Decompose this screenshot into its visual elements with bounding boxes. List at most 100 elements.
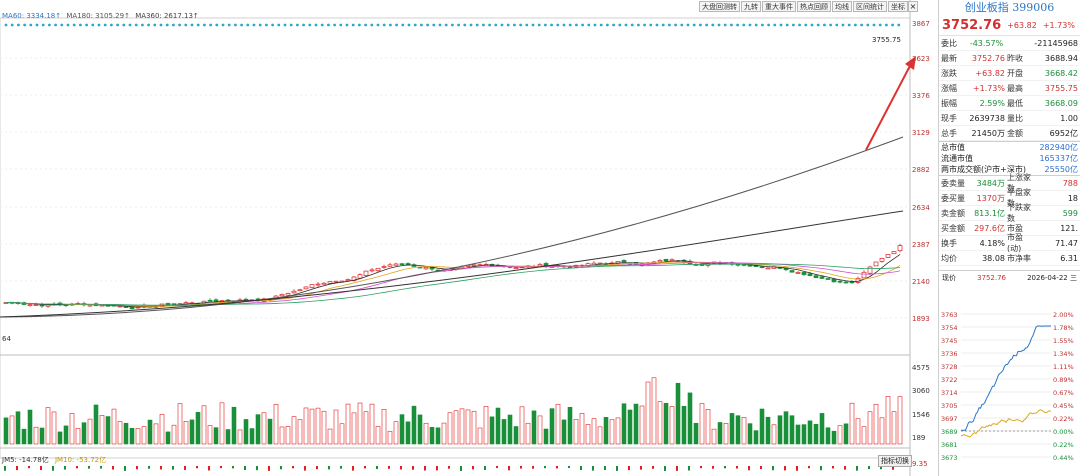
price-tick: 1893 [912, 315, 930, 323]
volume-bar [519, 406, 525, 445]
event-marker [234, 23, 237, 27]
event-marker [494, 23, 498, 27]
quote-value-2: 3755.75 [1044, 83, 1078, 93]
indicator-switch-button[interactable]: 指标切换 [878, 455, 912, 467]
volume-bar [15, 411, 21, 445]
order-value: 38.08 [982, 253, 1005, 263]
order-value-2: 71.47 [1055, 238, 1078, 248]
volume-bar [249, 428, 255, 445]
quote-row: 总手 21450万 金额 6952亿 [939, 126, 1080, 141]
candle-body [393, 263, 399, 266]
event-marker [587, 23, 591, 27]
candle-body [657, 260, 663, 263]
event-marker [804, 23, 808, 27]
candle-body [831, 278, 837, 283]
volume-bar [741, 417, 747, 445]
volume-bar [147, 419, 153, 445]
candle-body [243, 298, 249, 301]
intraday-price: 3752.76 [977, 274, 1007, 282]
volume-bar [39, 427, 45, 445]
order-value: 3484万 [976, 178, 1005, 188]
quote-value-2: 6952亿 [1049, 128, 1078, 138]
price-header: 3752.76 +63.82 +1.73% [939, 16, 1080, 36]
event-marker [302, 23, 305, 27]
volume-bar [759, 408, 765, 445]
macd-bar [556, 466, 558, 469]
price-tick: 2140 [912, 278, 930, 286]
macd-bar [820, 466, 822, 471]
price-change: +63.82 [1007, 21, 1037, 30]
index-title: 创业板指 399006 [939, 0, 1080, 16]
volume-bar [99, 415, 105, 445]
quote-label-2: 最低 [1007, 98, 1023, 108]
event-marker [525, 23, 529, 27]
macd-bar [592, 466, 594, 471]
event-marker [872, 23, 876, 27]
volume-legend: JM5: -14.78亿 JM10: -53.72亿 [2, 455, 106, 465]
volume-bar [327, 428, 333, 445]
volume-bar [465, 409, 471, 445]
volume-bar [813, 423, 819, 445]
arrow-head-icon [905, 56, 916, 70]
volume-bar [801, 424, 807, 445]
toolbar-button-events[interactable]: 重大事件 [762, 1, 796, 12]
candle-body [33, 304, 39, 306]
candle-body [537, 264, 543, 267]
toolbar-button-ma[interactable]: 均线 [832, 1, 852, 12]
close-icon[interactable]: × [908, 1, 918, 12]
toolbar-button-hotspot[interactable]: 热点回顾 [797, 1, 831, 12]
volume-bar [417, 414, 423, 445]
candle-body [207, 299, 213, 302]
kline-chart-area[interactable]: MA60: 3334.18↑ MA180: 3105.29↑ MA360: 26… [0, 0, 938, 476]
volume-bar [435, 427, 441, 445]
event-marker [48, 23, 51, 27]
event-marker [860, 23, 863, 27]
event-marker [196, 23, 200, 27]
intraday-tick-right: 0.00% [1053, 428, 1074, 436]
order-label: 买金额 [941, 223, 965, 233]
intraday-head: 现价 3752.76 2026-04-22 三 [939, 271, 1080, 285]
event-marker [165, 23, 169, 27]
volume-bar [105, 416, 111, 445]
volume-bar [195, 411, 201, 445]
event-marker [562, 23, 566, 27]
event-marker [35, 23, 39, 27]
jm10-label: JM10: -53.72亿 [54, 456, 107, 464]
macd-bar [256, 466, 258, 471]
order-label: 卖金额 [941, 208, 965, 218]
event-marker [668, 23, 671, 27]
macd-bar [172, 466, 174, 470]
stat-value: 282940亿 [1039, 143, 1078, 152]
intraday-tick-left: 3681 [941, 441, 958, 449]
volume-bar [165, 431, 171, 445]
toolbar-button-stats[interactable]: 区间统计 [853, 1, 887, 12]
volume-bar [489, 416, 495, 445]
volume-bar [675, 382, 681, 445]
volume-bar [207, 425, 213, 445]
candle-body [765, 267, 771, 270]
intraday-chart[interactable]: 3763 2.00% 3754 1.78% 3745 1.55% 3736 1.34% 3728… [939, 302, 1080, 476]
event-marker [730, 23, 733, 27]
macd-bar [148, 466, 150, 469]
candle-body [375, 267, 381, 272]
event-marker [637, 23, 640, 27]
volume-bar [111, 408, 117, 445]
intraday-tick-right: 1.78% [1053, 324, 1074, 332]
macd-bar [640, 466, 642, 470]
toolbar-button-backtest[interactable]: 大盘回测转 [699, 1, 740, 12]
left-axis-label: 64 [2, 335, 11, 343]
volume-bar [495, 407, 501, 445]
volume-bar [291, 416, 297, 445]
toolbar-button-nine[interactable]: 九转 [741, 1, 761, 12]
candle-body [363, 270, 369, 276]
order-value: 813.1亿 [974, 208, 1005, 218]
event-marker [723, 23, 727, 27]
volume-bar [405, 421, 411, 445]
event-marker [413, 23, 417, 27]
kline-svg[interactable] [0, 0, 938, 476]
quote-value: -43.57% [969, 38, 1004, 48]
event-marker [333, 23, 336, 27]
volume-bar [729, 413, 735, 445]
toolbar-button-coord[interactable]: 坐标 [888, 1, 908, 12]
intraday-tick-right: 0.22% [1053, 415, 1074, 423]
